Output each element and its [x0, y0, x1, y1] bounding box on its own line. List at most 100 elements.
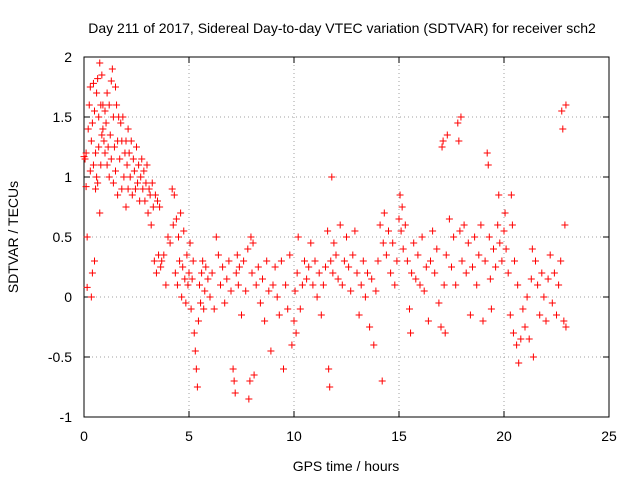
data-point-marker: [273, 293, 281, 301]
data-point-marker: [525, 335, 533, 343]
data-point-marker: [562, 323, 570, 331]
data-point-marker: [192, 365, 200, 373]
data-point-marker: [103, 89, 111, 97]
data-point-marker: [219, 263, 227, 271]
data-point-marker: [398, 203, 406, 211]
axis-ticks: [83, 56, 610, 418]
data-point-marker: [98, 71, 106, 79]
data-point-marker: [514, 281, 522, 289]
data-point-marker: [109, 179, 117, 187]
data-point-marker: [355, 311, 363, 319]
data-point-marker: [137, 173, 145, 181]
data-point-marker: [454, 119, 462, 127]
data-point-marker: [250, 371, 258, 379]
data-point-marker: [406, 305, 413, 313]
data-point-marker: [234, 281, 242, 289]
data-point-marker: [92, 185, 100, 193]
data-point-marker: [82, 149, 90, 157]
data-point-marker: [477, 221, 485, 229]
data-point-marker: [252, 281, 260, 289]
data-point-marker: [452, 281, 460, 289]
data-point-marker: [559, 125, 567, 133]
data-point-marker: [206, 293, 214, 301]
data-point-marker: [391, 281, 399, 289]
data-point-marker: [464, 239, 472, 247]
data-point-marker: [164, 233, 172, 241]
data-point-marker: [204, 275, 212, 283]
data-point-marker: [160, 251, 168, 259]
data-point-marker: [158, 257, 166, 265]
data-point-marker: [424, 317, 432, 325]
data-point-marker: [412, 275, 420, 283]
data-point-marker: [214, 251, 222, 259]
y-tick-label: 0: [64, 289, 72, 305]
data-point-marker: [508, 221, 516, 229]
data-point-marker: [475, 251, 483, 259]
data-point-marker: [340, 257, 348, 265]
data-point-marker: [288, 341, 296, 349]
data-point-marker: [495, 191, 503, 199]
data-point-marker: [462, 269, 470, 277]
data-point-marker: [196, 281, 203, 289]
data-point-marker: [410, 239, 418, 247]
data-point-marker: [169, 221, 177, 229]
data-point-marker: [88, 269, 96, 277]
data-point-marker: [95, 143, 103, 151]
data-point-marker: [83, 233, 91, 241]
data-point-marker: [379, 239, 387, 247]
data-point-marker: [173, 281, 181, 289]
data-point-marker: [182, 299, 190, 307]
data-point-marker: [116, 155, 124, 163]
data-point-marker: [330, 239, 338, 247]
data-point-marker: [202, 263, 210, 271]
data-point-marker: [385, 227, 392, 235]
data-point-marker: [456, 227, 464, 235]
data-point-marker: [290, 317, 298, 325]
data-point-marker: [327, 257, 335, 265]
data-point-marker: [265, 287, 273, 295]
data-point-marker: [118, 185, 126, 193]
data-point-marker: [519, 305, 527, 313]
data-point-marker: [267, 347, 275, 355]
data-point-marker: [305, 263, 313, 271]
y-tick-label: -1: [60, 409, 73, 425]
x-tick-label: 5: [185, 428, 193, 444]
chart-title: Day 211 of 2017, Sidereal Day-to-day VTE…: [88, 20, 596, 36]
data-point-marker: [309, 281, 317, 289]
data-point-marker: [189, 257, 197, 265]
data-point-marker: [364, 269, 371, 277]
data-point-marker: [399, 245, 407, 253]
data-point-marker: [105, 101, 113, 109]
data-point-marker: [513, 341, 521, 349]
data-point-marker: [347, 287, 355, 295]
data-point-marker: [247, 233, 255, 241]
data-point-marker: [326, 383, 334, 391]
data-point-marker: [179, 263, 187, 271]
data-point-marker: [293, 269, 301, 277]
data-point-marker: [380, 209, 388, 217]
x-axis-label: GPS time / hours: [293, 458, 400, 474]
data-point-marker: [139, 185, 147, 193]
data-point-marker: [301, 257, 308, 265]
data-point-marker: [397, 227, 405, 235]
data-point-marker: [269, 281, 277, 289]
data-point-marker: [89, 161, 97, 169]
data-point-marker: [322, 263, 329, 271]
data-point-marker: [507, 191, 515, 199]
data-point-marker: [457, 113, 465, 121]
data-point-marker: [133, 143, 140, 151]
data-point-marker: [500, 227, 508, 235]
data-point-marker: [319, 281, 327, 289]
data-point-marker: [178, 293, 186, 301]
data-point-marker: [349, 251, 357, 259]
data-point-marker: [187, 305, 195, 313]
data-point-marker: [501, 209, 509, 217]
data-point-marker: [212, 233, 220, 241]
data-point-marker: [94, 179, 102, 187]
data-point-marker: [498, 257, 506, 265]
data-point-marker: [296, 305, 304, 313]
data-point-marker: [101, 107, 109, 115]
data-point-marker: [231, 389, 239, 397]
data-point-marker: [193, 383, 201, 391]
data-point-marker: [286, 251, 294, 259]
